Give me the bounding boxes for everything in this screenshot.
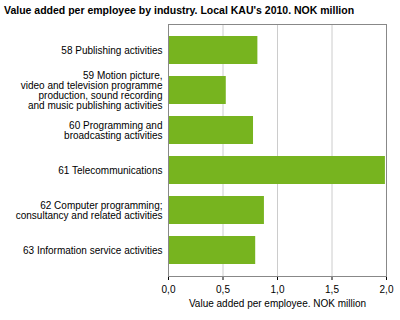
- html-text:Value added per employee by in: Value added per employee by industry. Lo…: [4, 4, 355, 16]
- svg-text:58 Publishing activities: 58 Publishing activities: [61, 45, 162, 56]
- svg-text:59 Motion picture,video and te: 59 Motion picture,video and television p…: [21, 70, 163, 111]
- svg-text:2,0: 2,0: [380, 284, 394, 295]
- svg-text:1,5: 1,5: [325, 284, 339, 295]
- svg-text:63 Information service activit: 63 Information service activities: [23, 245, 163, 256]
- svg-text:0,0: 0,0: [162, 284, 176, 295]
- svg-text:Value added per employee. NOK: Value added per employee. NOK million: [189, 298, 366, 309]
- svg-text:62 Computer programming;consul: 62 Computer programming;consultancy and …: [16, 200, 163, 221]
- svg-text:0,5: 0,5: [216, 284, 230, 295]
- svg-text:1,0: 1,0: [271, 284, 285, 295]
- svg-text:60 Programming andbroadcasting: 60 Programming andbroadcasting activitie…: [64, 120, 162, 141]
- svg-text:61 Telecommunications: 61 Telecommunications: [58, 165, 162, 176]
